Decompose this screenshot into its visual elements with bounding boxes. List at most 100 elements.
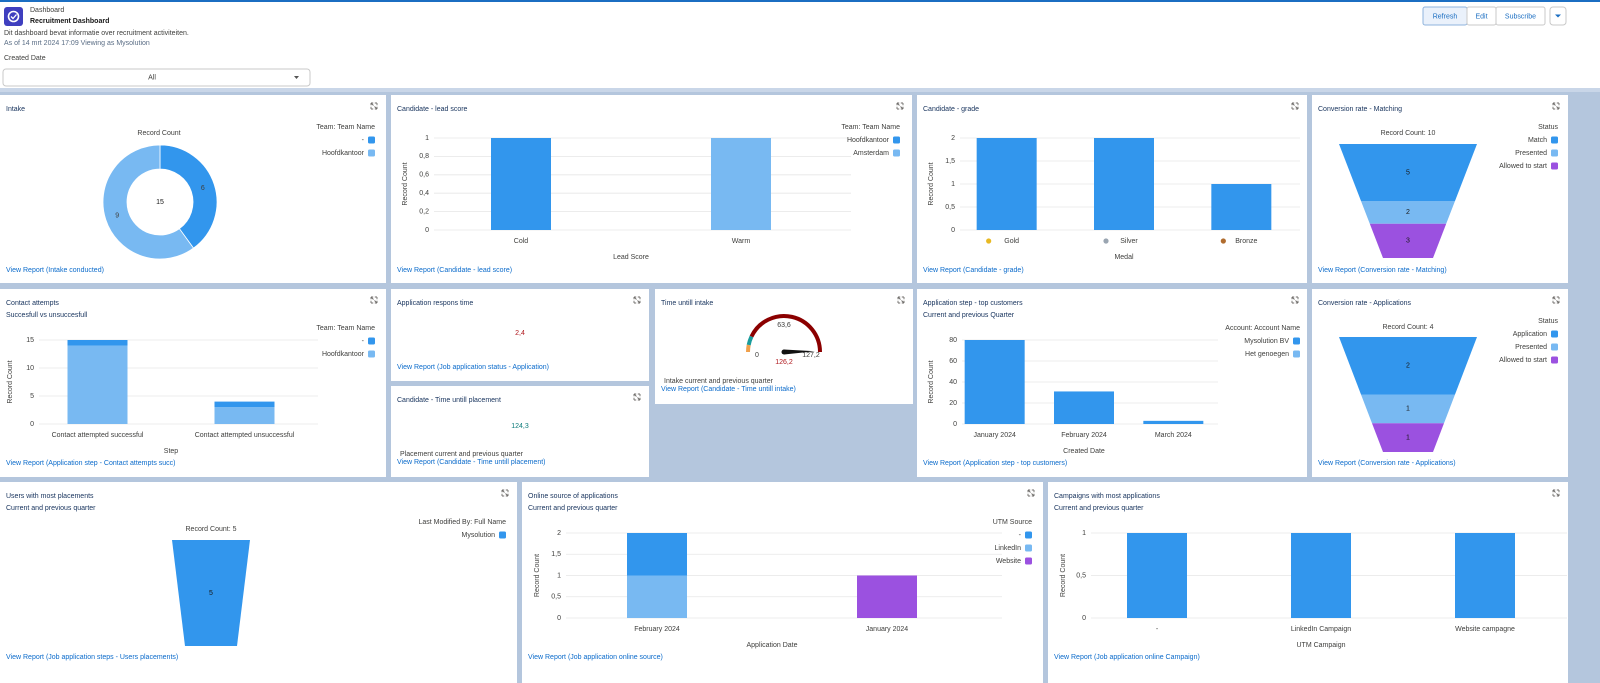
y-axis-title: Record Count <box>534 554 541 597</box>
bar <box>627 533 687 576</box>
legend-title: Status <box>1538 318 1558 325</box>
header-button-label: Refresh <box>1433 13 1458 20</box>
view-report-link[interactable]: View Report (Application step - top cust… <box>923 460 1067 467</box>
metric-value: 2,4 <box>515 330 525 337</box>
y-tick-label: 1 <box>951 181 955 188</box>
x-axis-title: Created Date <box>1063 448 1105 455</box>
widget-card <box>391 95 912 283</box>
funnel-data-label: 5 <box>1406 169 1410 176</box>
bar <box>1127 533 1187 618</box>
view-report-link[interactable]: View Report (Job application steps - Use… <box>6 654 178 661</box>
gauge-hub <box>782 350 787 355</box>
filter-dropdown[interactable] <box>3 69 310 86</box>
legend-label: Presented <box>1515 344 1547 351</box>
widget-title: Intake <box>6 106 25 113</box>
legend-label: Allowed to start <box>1499 163 1547 170</box>
view-report-link[interactable]: View Report (Conversion rate - Matching) <box>1318 267 1447 274</box>
view-report-link[interactable]: View Report (Application step - Contact … <box>6 460 176 467</box>
view-report-link[interactable]: View Report (Intake conducted) <box>6 267 104 274</box>
x-tick-label: Contact attempted unsuccessful <box>195 432 295 439</box>
legend-swatch <box>1551 137 1558 144</box>
legend-swatch <box>1293 351 1300 358</box>
medal-icon <box>986 238 991 243</box>
legend-label: Mysolution <box>462 532 496 539</box>
canvas-edge <box>0 88 1600 92</box>
y-tick-label: 0,5 <box>1076 572 1086 579</box>
view-report-link[interactable]: View Report (Candidate - lead score) <box>397 267 512 274</box>
y-tick-label: 0 <box>30 421 34 428</box>
widget-title: Online source of applications <box>528 493 618 500</box>
legend-label: Hoofdkantoor <box>322 351 365 358</box>
view-report-link[interactable]: View Report (Conversion rate - Applicati… <box>1318 460 1456 467</box>
x-tick-label: February 2024 <box>634 626 680 633</box>
legend-swatch <box>368 137 375 144</box>
x-tick-label: January 2024 <box>866 626 909 633</box>
legend-label: Website <box>996 558 1021 565</box>
x-tick-label: Bronze <box>1235 238 1257 245</box>
legend-swatch <box>1025 545 1032 552</box>
y-tick-label: 0,6 <box>419 172 429 179</box>
legend-swatch <box>1025 532 1032 539</box>
chart-label: Record Count: 5 <box>186 526 237 533</box>
x-axis-title: Application Date <box>747 642 798 649</box>
widget-title: Candidate - lead score <box>397 106 468 113</box>
view-report-link[interactable]: View Report (Job application status - Ap… <box>397 364 549 371</box>
metric-value: 124,3 <box>511 423 529 430</box>
legend-title: Team: Team Name <box>316 124 375 131</box>
bar <box>1054 391 1114 424</box>
y-tick-label: 0 <box>425 227 429 234</box>
gauge-footer: Intake current and previous quarter <box>664 378 774 385</box>
view-report-link[interactable]: View Report (Job application online Camp… <box>1054 654 1200 661</box>
widget-title: Campaigns with most applications <box>1054 493 1160 500</box>
x-tick-label: March 2024 <box>1155 432 1192 439</box>
x-tick-label: Gold <box>1004 238 1019 245</box>
widget-title: Conversion rate - Matching <box>1318 106 1402 113</box>
widget-subtitle: Current and previous quarter <box>6 505 96 512</box>
legend-label: LinkedIn <box>995 545 1022 552</box>
gauge-tick-label: 127,2 <box>802 352 820 359</box>
legend-label: Presented <box>1515 150 1547 157</box>
legend-swatch <box>1551 331 1558 338</box>
y-tick-label: 2 <box>951 135 955 142</box>
widget-title: Candidate - Time untill placement <box>397 397 501 404</box>
legend-label: Het genoegen <box>1245 351 1289 358</box>
y-tick-label: 40 <box>949 379 957 386</box>
view-report-link[interactable]: View Report (Candidate - Time untill int… <box>661 386 796 393</box>
widget-title: Application step - top customers <box>923 300 1023 307</box>
dashboard-status: As of 14 mrt 2024 17:09 Viewing as Mysol… <box>4 40 150 47</box>
dashboard-title: Recruitment Dashboard <box>30 18 109 25</box>
funnel-data-label: 2 <box>1406 363 1410 370</box>
gauge-tick-label: 0 <box>755 352 759 359</box>
bar <box>1211 184 1271 230</box>
legend-swatch <box>368 351 375 358</box>
legend-label: Hoofdkantoor <box>847 137 890 144</box>
widget-title: Conversion rate - Applications <box>1318 300 1411 307</box>
x-tick-label: Silver <box>1120 238 1138 245</box>
y-axis-title: Record Count <box>928 360 935 403</box>
x-tick-label: Contact attempted successful <box>52 432 144 439</box>
view-report-link[interactable]: View Report (Job application online sour… <box>528 654 663 661</box>
x-axis-title: Medal <box>1114 254 1134 261</box>
legend-swatch <box>368 150 375 157</box>
legend-swatch <box>893 137 900 144</box>
legend-swatch <box>1551 344 1558 351</box>
view-report-link[interactable]: View Report (Candidate - grade) <box>923 267 1024 274</box>
gauge-band <box>748 345 749 352</box>
y-tick-label: 1,5 <box>551 551 561 558</box>
y-tick-label: 0 <box>951 227 955 234</box>
view-report-link[interactable]: View Report (Candidate - Time untill pla… <box>397 459 546 466</box>
bar <box>1143 421 1203 424</box>
y-tick-label: 1 <box>425 135 429 142</box>
bar <box>491 138 551 230</box>
y-axis-title: Record Count <box>928 162 935 205</box>
legend-swatch <box>1293 338 1300 345</box>
funnel-data-label: 1 <box>1406 406 1410 413</box>
metric-footer: Placement current and previous quarter <box>400 451 524 458</box>
widget-subtitle: Current and previous Quarter <box>923 312 1015 319</box>
legend-swatch <box>1551 150 1558 157</box>
bar <box>215 407 275 424</box>
y-tick-label: 0 <box>1082 615 1086 622</box>
y-axis-title: Record Count <box>7 360 14 403</box>
